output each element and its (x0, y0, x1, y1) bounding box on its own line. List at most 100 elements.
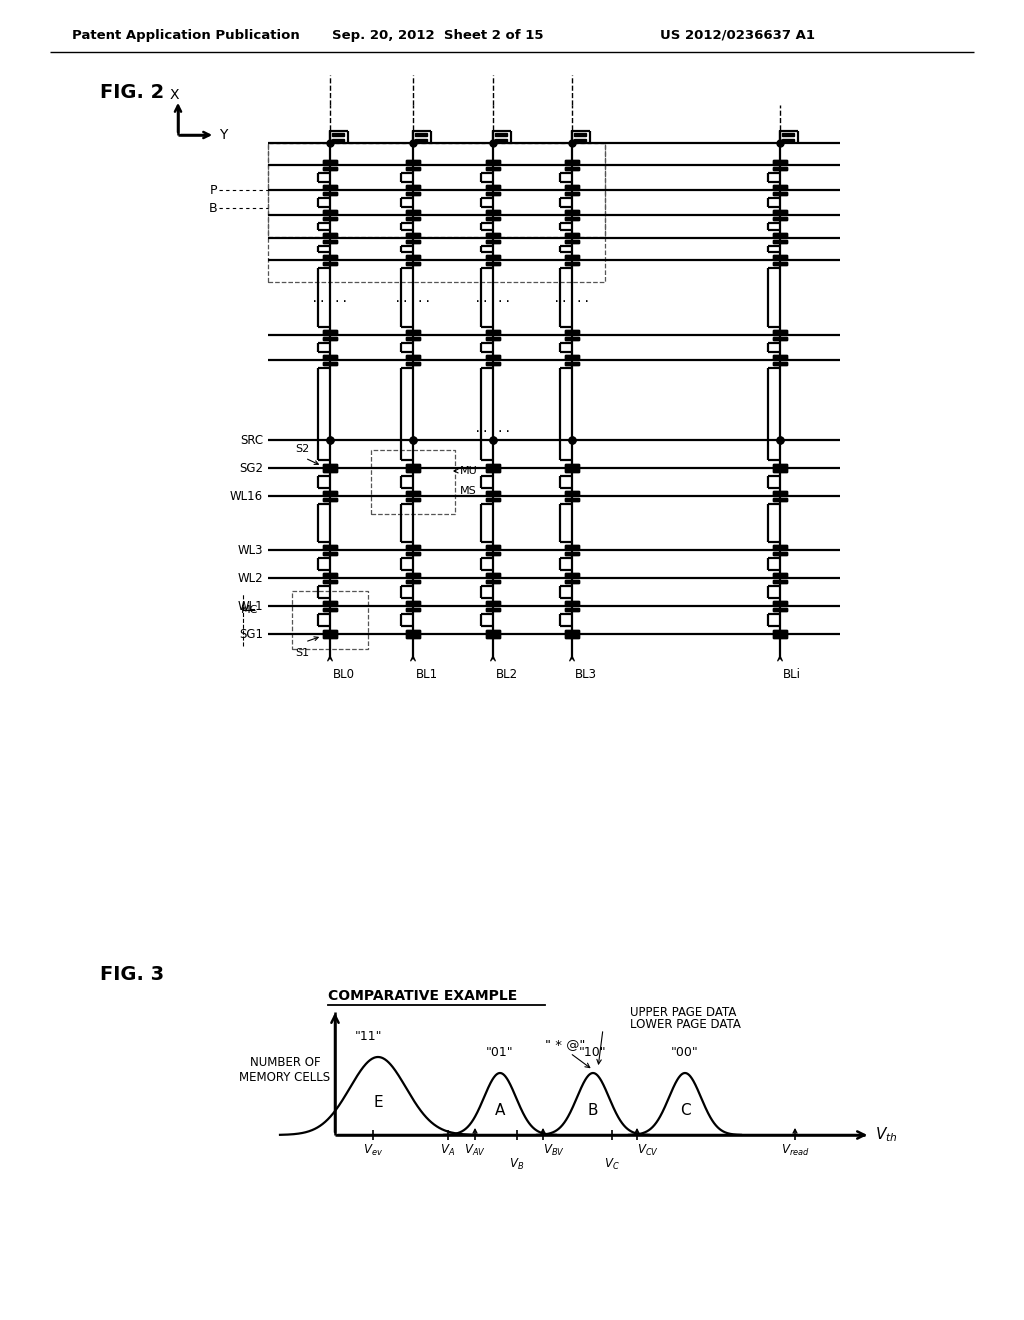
Bar (406, 239, 420, 243)
Text: BL0: BL0 (333, 668, 355, 681)
Bar (323, 216, 337, 220)
Bar (565, 239, 579, 243)
Bar (773, 330, 787, 334)
Text: $V_{AV}$: $V_{AV}$ (464, 1143, 486, 1158)
Bar (565, 498, 579, 502)
Bar (565, 545, 579, 549)
Text: - - - -: - - - - (666, 253, 694, 267)
Bar (773, 166, 787, 170)
Bar (565, 234, 579, 236)
Bar (323, 337, 337, 341)
Bar (565, 185, 579, 189)
Bar (486, 210, 500, 214)
Bar (565, 355, 579, 359)
Text: WL1: WL1 (238, 599, 263, 612)
Text: .....: ..... (394, 292, 432, 305)
Bar (406, 337, 420, 341)
Text: - - - -: - - - - (666, 490, 694, 503)
Bar (565, 362, 579, 366)
Bar (406, 330, 420, 334)
Bar (782, 133, 794, 136)
Text: $V_C$: $V_C$ (604, 1158, 620, 1172)
Bar (565, 160, 579, 164)
Bar (406, 160, 420, 164)
Bar (415, 133, 427, 136)
Bar (486, 191, 500, 195)
Text: - - - -: - - - - (666, 209, 694, 222)
Text: $V_{ev}$: $V_{ev}$ (362, 1143, 383, 1158)
Bar (565, 166, 579, 170)
Bar (565, 573, 579, 577)
Bar (773, 630, 787, 638)
Bar (323, 330, 337, 334)
Text: $V_{BV}$: $V_{BV}$ (543, 1143, 565, 1158)
Bar (565, 166, 579, 170)
Bar (486, 465, 500, 473)
Bar (565, 261, 579, 265)
Bar (415, 139, 427, 143)
Bar (406, 191, 420, 195)
Bar (773, 362, 787, 366)
Bar (486, 491, 500, 495)
Text: - - - -: - - - - (666, 354, 694, 367)
Bar (406, 362, 420, 366)
Bar (486, 498, 500, 502)
Text: COMPARATIVE EXAMPLE: COMPARATIVE EXAMPLE (328, 989, 517, 1003)
Bar (406, 355, 420, 359)
Bar (486, 166, 500, 170)
Bar (773, 216, 787, 220)
Bar (773, 337, 787, 341)
Bar (773, 601, 787, 605)
Bar (323, 630, 337, 638)
Bar (565, 491, 579, 495)
Bar (406, 337, 420, 341)
Bar (406, 216, 420, 220)
Text: "11": "11" (354, 1030, 382, 1043)
Bar (323, 498, 337, 502)
Text: E: E (373, 1094, 383, 1110)
Text: - - - -: - - - - (666, 433, 694, 446)
Bar (773, 234, 787, 236)
Bar (323, 355, 337, 359)
Bar (486, 545, 500, 549)
Text: A: A (495, 1102, 505, 1118)
Bar (323, 330, 337, 334)
Text: - - - -: - - - - (666, 231, 694, 244)
Bar (486, 630, 500, 638)
Text: - - - -: - - - - (666, 183, 694, 197)
Bar (406, 191, 420, 195)
Bar (565, 185, 579, 189)
Bar (406, 545, 420, 549)
Bar (565, 160, 579, 164)
Bar (565, 491, 579, 495)
Bar (565, 552, 579, 554)
Bar (323, 552, 337, 554)
Bar (773, 210, 787, 214)
Bar (773, 210, 787, 214)
Bar (565, 337, 579, 341)
Bar (323, 491, 337, 495)
Bar (486, 216, 500, 220)
Text: UPPER PAGE DATA: UPPER PAGE DATA (630, 1006, 736, 1019)
Bar (773, 185, 787, 189)
Bar (565, 630, 579, 638)
Text: $V_{th}$: $V_{th}$ (874, 1126, 898, 1144)
Bar (565, 465, 579, 473)
Text: NUMBER OF
MEMORY CELLS: NUMBER OF MEMORY CELLS (240, 1056, 331, 1084)
Bar (565, 607, 579, 611)
Text: BL2: BL2 (496, 668, 518, 681)
Bar (332, 139, 344, 143)
Bar (406, 216, 420, 220)
Bar (565, 261, 579, 265)
Bar (332, 133, 344, 136)
Bar (323, 491, 337, 495)
Bar (406, 465, 420, 473)
Bar (773, 160, 787, 164)
Text: P: P (210, 183, 217, 197)
Bar (486, 234, 500, 236)
Bar (406, 166, 420, 170)
Bar (565, 601, 579, 605)
Bar (323, 216, 337, 220)
Bar (486, 261, 500, 265)
Bar (565, 630, 579, 638)
